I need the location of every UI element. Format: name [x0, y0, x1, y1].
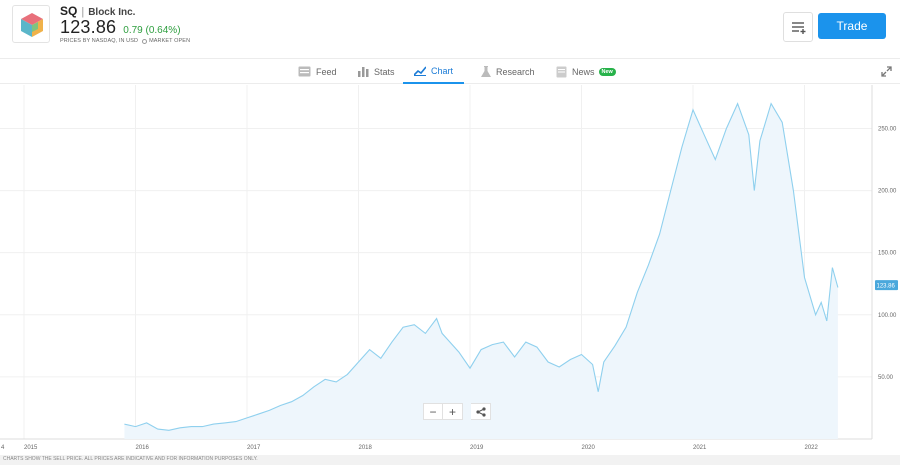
- tab-chart-label: Chart: [430, 65, 453, 76]
- tab-chart[interactable]: Chart: [403, 59, 464, 84]
- y-tick-label: 150.00: [878, 251, 897, 257]
- x-tick-label: 2015: [24, 445, 38, 451]
- price-change: 0.79 (0.64%): [123, 25, 181, 36]
- tab-news-label: News: [572, 66, 595, 77]
- y-tick-label: 100.00: [878, 313, 897, 319]
- news-icon: [556, 66, 567, 77]
- current-price-label: 123.86: [877, 284, 896, 290]
- clock-icon: [142, 38, 148, 44]
- new-badge: New: [598, 67, 616, 76]
- tab-feed[interactable]: Feed: [292, 59, 343, 84]
- watchlist-button[interactable]: [783, 12, 813, 42]
- x-tick-label: 2017: [247, 445, 261, 451]
- tab-feed-label: Feed: [316, 66, 337, 77]
- company-logo: [12, 5, 50, 43]
- expand-icon[interactable]: [881, 66, 892, 77]
- add-to-list-icon: [792, 22, 806, 34]
- y-tick-label: 200.00: [878, 189, 897, 195]
- price-line: [124, 102, 839, 431]
- tab-news[interactable]: News New: [550, 59, 622, 84]
- share-icon: [475, 406, 486, 417]
- zoom-out-button[interactable]: −: [423, 403, 443, 420]
- chart-disclaimer: CHARTS SHOW THE SELL PRICE. ALL PRICES A…: [0, 455, 900, 465]
- x-tick-label: 2021: [693, 445, 707, 451]
- tab-stats-label: Stats: [374, 66, 395, 77]
- block-logo-icon: [21, 13, 43, 37]
- ticker-separator: |: [81, 6, 85, 18]
- current-price: 123.86: [60, 17, 117, 37]
- price-meta: PRICES BY NASDAQ, IN USD MARKET OPEN: [60, 38, 190, 44]
- research-icon: [481, 65, 491, 77]
- feed-icon: [298, 66, 311, 77]
- price-chart[interactable]: 50.00 100.00 150.00 200.00 250.00 4 2015 2016 20…: [0, 85, 900, 455]
- ticker-symbol: SQ: [60, 4, 78, 18]
- chart-controls: − +: [423, 403, 491, 420]
- tab-stats[interactable]: Stats: [352, 59, 401, 84]
- current-price-badge: [875, 280, 898, 291]
- x-tick-label: 2022: [805, 445, 819, 451]
- x-tick-label: 2019: [470, 445, 484, 451]
- y-tick-label: 50.00: [878, 375, 894, 381]
- ticker-title: SQ | Block Inc.: [60, 4, 135, 18]
- company-name: Block Inc.: [88, 7, 136, 18]
- trade-button[interactable]: Trade: [818, 13, 886, 39]
- x-tick-label: 2018: [359, 445, 373, 451]
- tab-research[interactable]: Research: [475, 59, 541, 84]
- tab-research-label: Research: [496, 66, 535, 77]
- price-chart-svg[interactable]: 50.00 100.00 150.00 200.00 250.00 4 2015 2016 20…: [0, 85, 900, 455]
- y-tick-label: 250.00: [878, 126, 897, 132]
- instrument-header: SQ | Block Inc. 123.86 0.79 (0.64%) PRICES…: [0, 0, 900, 58]
- market-status: MARKET OPEN: [149, 38, 191, 44]
- price-area: [124, 103, 838, 439]
- price-source: PRICES BY NASDAQ, IN USD: [60, 38, 139, 44]
- stats-icon: [358, 67, 369, 77]
- zoom-in-button[interactable]: +: [443, 403, 463, 420]
- chart-icon: [413, 65, 426, 76]
- x-tick-label: 4: [1, 445, 5, 451]
- x-tick-label: 2016: [136, 445, 150, 451]
- price-row: 123.86 0.79 (0.64%): [60, 17, 181, 38]
- tab-bar: Feed Stats Chart Research News New: [0, 58, 900, 84]
- x-tick-label: 2020: [582, 445, 596, 451]
- share-button[interactable]: [471, 403, 491, 420]
